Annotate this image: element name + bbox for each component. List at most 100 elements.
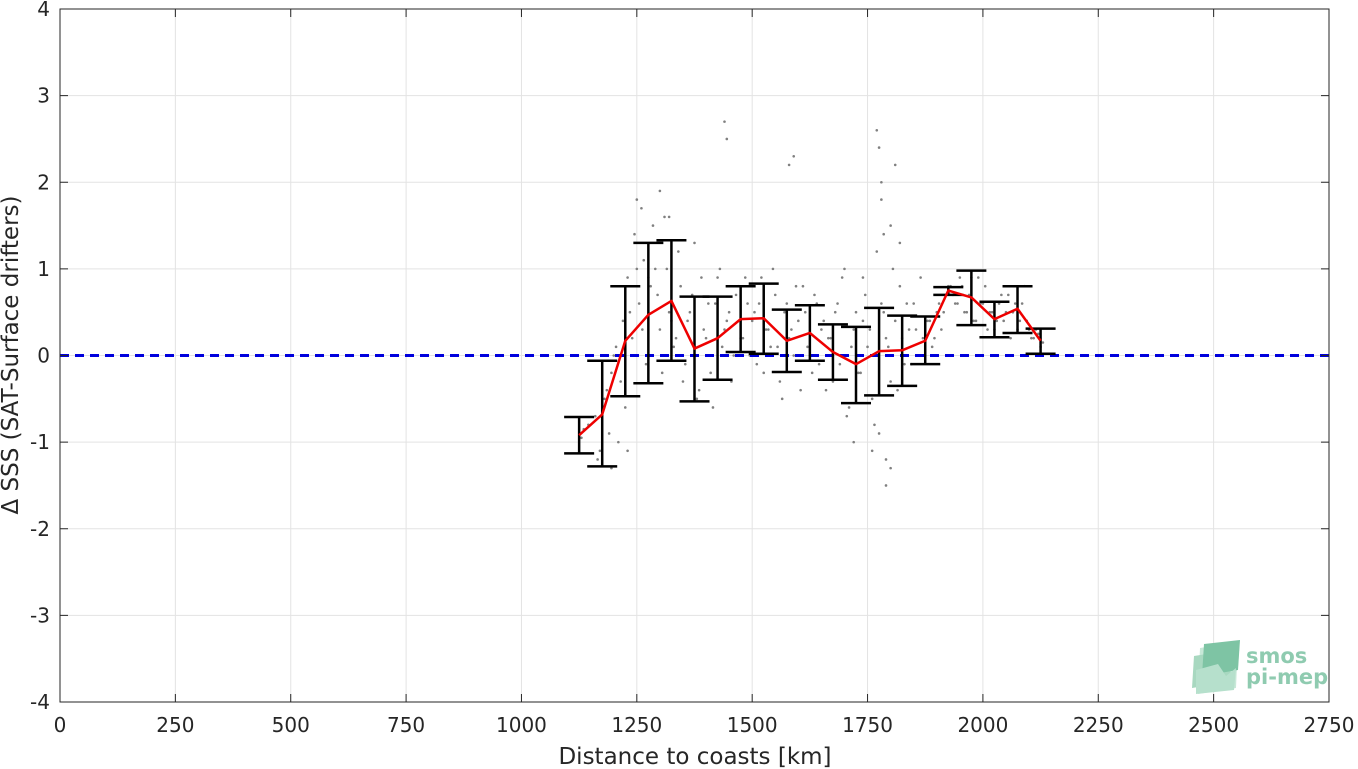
x-tick-label: 2500 (1188, 713, 1239, 737)
scatter-point (792, 154, 796, 158)
scatter-point (972, 319, 975, 323)
scatter-point (850, 345, 853, 349)
scatter-point (605, 388, 609, 392)
scatter-points (580, 120, 1045, 487)
scatter-point (713, 302, 717, 305)
scatter-point (700, 276, 703, 279)
scatter-point (642, 258, 646, 262)
scatter-point (852, 328, 856, 331)
scatter-point (976, 276, 980, 279)
scatter-point (822, 319, 826, 323)
scatter-point (838, 362, 842, 366)
x-tick-label: 250 (156, 713, 194, 737)
scatter-point (580, 436, 583, 440)
scatter-point (990, 310, 994, 314)
scatter-point (889, 224, 892, 227)
scatter-point (882, 232, 885, 236)
scatter-point (667, 215, 671, 219)
scatter-point (704, 336, 708, 340)
scatter-point (771, 267, 775, 271)
y-tick-label: 3 (37, 84, 50, 108)
scatter-point (889, 466, 892, 470)
scatter-point (995, 319, 999, 323)
scatter-point (974, 319, 978, 323)
scatter-point (727, 310, 731, 314)
scatter-point (824, 388, 828, 392)
scatter-point (1013, 302, 1017, 305)
scatter-point (767, 328, 770, 331)
scatter-point (596, 458, 599, 461)
scatter-point (760, 276, 763, 279)
scatter-point (1032, 336, 1035, 340)
scatter-point (1002, 319, 1005, 323)
scatter-point (667, 310, 671, 314)
scatter-point (637, 302, 641, 305)
scatter-point (813, 293, 816, 297)
scatter-point (711, 406, 715, 409)
x-tick-label: 1000 (496, 713, 547, 737)
scatter-point (868, 328, 872, 331)
scatter-point (898, 241, 902, 245)
scatter-point (986, 328, 989, 331)
scatter-point (734, 293, 738, 297)
scatter-point (866, 345, 869, 349)
scatter-point (623, 406, 627, 409)
y-tick-label: 1 (37, 257, 50, 281)
scatter-point (695, 397, 699, 401)
scatter-point (799, 388, 802, 392)
scatter-point (640, 206, 643, 210)
scatter-point (681, 380, 685, 383)
x-tick-labels: 0 250 500 750 1000 1250 1500 1750 2000 2250 2500 27… (54, 713, 1355, 737)
scatter-point (672, 345, 676, 349)
y-tick-label: 4 (37, 0, 50, 21)
scatter-point (847, 406, 851, 409)
scatter-point (628, 310, 632, 314)
scatter-point (723, 120, 726, 123)
scatter-point (658, 189, 662, 193)
scatter-point (833, 310, 837, 314)
scatter-point (679, 284, 682, 288)
scatter-point (1018, 319, 1022, 323)
scatter-point (877, 432, 881, 435)
scatter-point (785, 302, 789, 305)
logo-text-line2: pi-mep (1246, 665, 1328, 689)
scatter-point (762, 371, 766, 375)
x-tick-label: 1750 (842, 713, 893, 737)
scatter-point (903, 362, 906, 366)
scatter-point (1006, 293, 1010, 297)
x-tick-label: 2250 (1073, 713, 1124, 737)
scatter-point (840, 276, 844, 279)
scatter-point (843, 267, 846, 271)
scatter-point (743, 276, 747, 279)
scatter-point (658, 328, 662, 331)
scatter-point (801, 284, 805, 288)
scatter-point (598, 449, 602, 453)
scatter-point (716, 276, 719, 279)
scatter-point (891, 267, 895, 271)
scatter-point (626, 449, 629, 453)
scatter-point (963, 310, 966, 314)
scatter-point (649, 284, 652, 288)
scatter-point (905, 302, 909, 305)
scatter-point (593, 414, 597, 418)
scatter-point (635, 267, 639, 271)
scatter-point (806, 345, 809, 349)
scatter-point (926, 319, 929, 323)
scatter-point (884, 336, 888, 340)
scatter-point (764, 328, 768, 331)
scatter-point (803, 310, 807, 314)
x-tick-label: 1500 (727, 713, 778, 737)
scatter-point (769, 345, 772, 349)
x-tick-label: 750 (387, 713, 425, 737)
logo: smos pi-mep (1192, 640, 1328, 694)
scatter-point (880, 180, 883, 184)
scatter-point (1009, 336, 1012, 340)
scatter-point (610, 371, 613, 375)
scatter-point (633, 232, 636, 236)
scatter-point (1020, 302, 1024, 305)
scatter-point (889, 380, 892, 383)
y-tick-label: -4 (30, 690, 50, 714)
scatter-point (787, 163, 791, 167)
scatter-point (641, 328, 644, 331)
y-tick-label: -3 (30, 603, 50, 627)
